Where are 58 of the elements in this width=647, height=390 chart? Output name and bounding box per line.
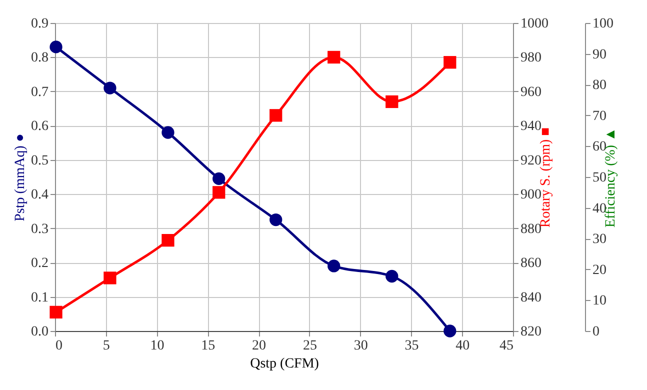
y2-tick-label: 820 bbox=[520, 324, 542, 340]
y2-tick-label: 840 bbox=[520, 290, 542, 306]
y2-tick-label: 860 bbox=[520, 256, 542, 272]
x-tick-label: 5 bbox=[102, 338, 110, 354]
point bbox=[444, 324, 456, 338]
point bbox=[162, 234, 174, 247]
point bbox=[270, 109, 282, 122]
x-tick-label: 10 bbox=[150, 338, 164, 354]
point bbox=[328, 50, 340, 64]
y2-tick-label: 960 bbox=[520, 84, 542, 100]
y2-tick-label: 1000 bbox=[520, 16, 548, 32]
y2-tick-label: 900 bbox=[520, 188, 542, 203]
x-tick-label: 20 bbox=[252, 338, 266, 354]
y-tick-label: 0.9 bbox=[31, 16, 48, 32]
y2-tick-label: 940 bbox=[520, 119, 542, 134]
y-tick-label: 0.6 bbox=[31, 119, 48, 134]
point bbox=[162, 126, 174, 139]
y3-tick-label: 100 bbox=[592, 16, 614, 32]
point bbox=[386, 95, 398, 108]
y-tick-label: 0.4 bbox=[31, 188, 48, 203]
point bbox=[104, 82, 116, 94]
y-axis-title: Pstp (mmAq) ● bbox=[13, 134, 28, 222]
point bbox=[444, 56, 456, 69]
point bbox=[270, 213, 282, 226]
y3-tick-label: 80 bbox=[592, 78, 606, 94]
y3-tick-label: 50 bbox=[592, 170, 606, 186]
y2-tick-label: 920 bbox=[520, 153, 542, 168]
y-tick-label: 0.8 bbox=[31, 50, 48, 66]
point bbox=[50, 40, 62, 54]
y2-tick-label: 880 bbox=[520, 222, 542, 237]
y-tick-label: 0.5 bbox=[31, 153, 48, 168]
point bbox=[104, 272, 116, 284]
y-tick-label: 0.0 bbox=[31, 324, 48, 340]
x-axis-title: Qstp (CFM) bbox=[250, 356, 320, 372]
x-tick-label: 15 bbox=[201, 338, 216, 354]
point bbox=[328, 260, 340, 272]
y3-tick-label: 90 bbox=[592, 47, 606, 62]
y-tick-label: 0.2 bbox=[31, 256, 48, 272]
y3-tick-label: 10 bbox=[592, 294, 606, 309]
y-tick-label: 0.3 bbox=[31, 222, 48, 237]
y-tick-label: 0.1 bbox=[31, 290, 48, 306]
x-tick-label: 45 bbox=[500, 338, 514, 354]
x-tick-label: 0 bbox=[56, 338, 62, 354]
y3-tick-label: 30 bbox=[592, 232, 606, 248]
y3-tick-label: 70 bbox=[592, 108, 606, 124]
x-tick-label: 30 bbox=[354, 338, 368, 354]
point bbox=[386, 270, 398, 283]
y3-tick-label: 0 bbox=[592, 324, 600, 340]
y-tick-label: 0.7 bbox=[31, 84, 48, 100]
point bbox=[212, 186, 226, 199]
y2-tick-label: 980 bbox=[520, 50, 542, 66]
y3-tick-label: 20 bbox=[592, 262, 606, 278]
point bbox=[50, 306, 62, 318]
x-tick-label: 35 bbox=[404, 338, 419, 354]
point bbox=[212, 172, 226, 186]
x-tick-label: 25 bbox=[302, 338, 317, 354]
x-tick-label: 40 bbox=[456, 338, 470, 354]
y3-tick-label: 60 bbox=[592, 140, 606, 155]
